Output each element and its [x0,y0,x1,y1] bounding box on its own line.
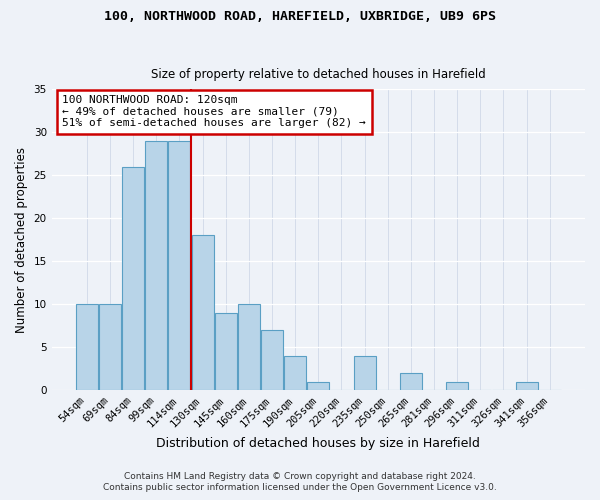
Bar [145,140,167,390]
Bar [169,140,190,390]
Bar [99,304,121,390]
Bar [353,356,376,390]
X-axis label: Distribution of detached houses by size in Harefield: Distribution of detached houses by size … [157,437,480,450]
Bar [191,236,214,390]
Bar [122,166,144,390]
Y-axis label: Number of detached properties: Number of detached properties [15,146,28,332]
Bar [446,382,468,390]
Bar [215,313,237,390]
Bar [307,382,329,390]
Bar [284,356,306,390]
Bar [261,330,283,390]
Title: Size of property relative to detached houses in Harefield: Size of property relative to detached ho… [151,68,486,81]
Bar [515,382,538,390]
Bar [76,304,98,390]
Bar [238,304,260,390]
Text: 100 NORTHWOOD ROAD: 120sqm
← 49% of detached houses are smaller (79)
51% of semi: 100 NORTHWOOD ROAD: 120sqm ← 49% of deta… [62,95,366,128]
Bar [400,373,422,390]
Text: Contains HM Land Registry data © Crown copyright and database right 2024.
Contai: Contains HM Land Registry data © Crown c… [103,472,497,492]
Text: 100, NORTHWOOD ROAD, HAREFIELD, UXBRIDGE, UB9 6PS: 100, NORTHWOOD ROAD, HAREFIELD, UXBRIDGE… [104,10,496,23]
